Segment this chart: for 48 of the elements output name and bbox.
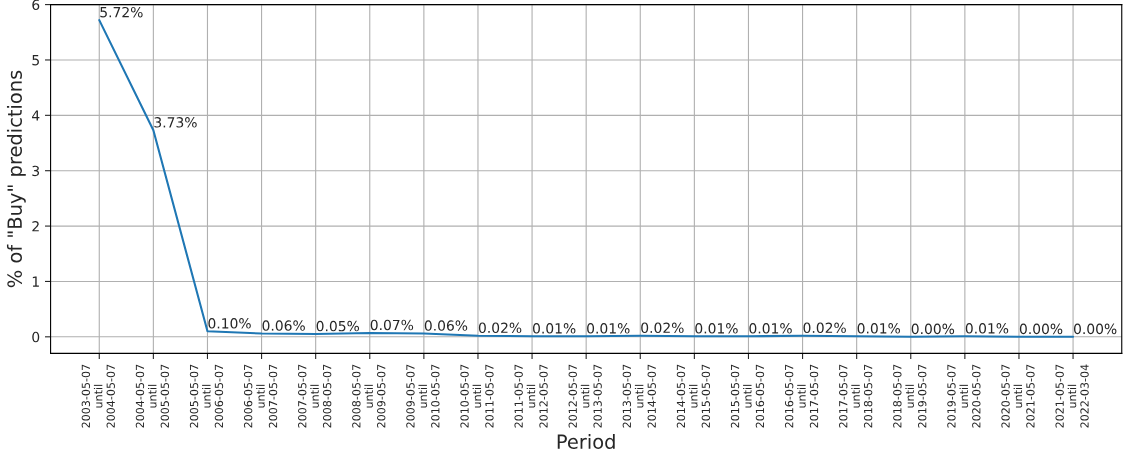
x-tick-label: 2008-05-07 until 2009-05-07: [352, 364, 386, 428]
x-tick-label: 2020-05-07 until 2021-05-07: [1001, 364, 1035, 428]
x-tick-label: 2019-05-07 until 2020-05-07: [947, 364, 981, 428]
x-tick-label: 2013-05-07 until 2014-05-07: [622, 364, 656, 428]
data-label: 0.01%: [532, 323, 576, 334]
data-label: 0.00%: [911, 323, 955, 335]
y-tick-label: 0: [32, 331, 40, 343]
data-label: 0.06%: [424, 320, 468, 331]
data-label: 3.73%: [154, 117, 197, 128]
y-tick-label: 4: [32, 110, 40, 121]
x-tick-label: 2012-05-07 until 2013-05-07: [568, 364, 602, 428]
x-axis-title: Period: [557, 433, 615, 450]
x-tick-label: 2015-05-07 until 2016-05-07: [730, 364, 765, 428]
data-label: 0.01%: [965, 323, 1009, 334]
y-tick-label: 3: [32, 165, 40, 177]
data-label: 0.01%: [695, 323, 738, 334]
x-tick-label: 2018-05-07 until 2019-05-07: [893, 364, 927, 428]
x-tick-label: 2004-05-07 until 2005-05-07: [135, 364, 170, 428]
data-label: 0.00%: [1073, 323, 1117, 335]
y-tick-label: 1: [32, 276, 39, 287]
data-label: 0.05%: [316, 320, 360, 332]
y-axis-title: % of "Buy" predictions: [6, 70, 26, 288]
data-label: 0.02%: [641, 322, 684, 334]
data-label: 0.02%: [478, 322, 522, 334]
data-label: 0.01%: [857, 323, 901, 334]
data-label: 0.01%: [749, 323, 792, 334]
data-label: 0.01%: [587, 323, 630, 334]
x-tick-label: 2009-05-07 until 2010-05-07: [406, 364, 440, 428]
data-label: 0.10%: [208, 318, 251, 329]
data-label: 0.00%: [1019, 323, 1063, 335]
x-tick-label: 2003-05-07 until 2004-05-07: [81, 364, 115, 428]
data-label: 0.07%: [370, 319, 414, 331]
x-tick-label: 2006-05-07 until 2007-05-07: [243, 364, 278, 428]
line-series: [98, 19, 1075, 338]
x-tick-label: 2016-05-07 until 2017-05-07: [784, 364, 819, 428]
x-tick-label: 2017-05-07 until 2018-05-07: [839, 364, 873, 428]
x-tick-label: 2014-05-07 until 2015-05-07: [676, 364, 711, 428]
data-label: 5.72%: [100, 6, 143, 18]
x-tick-label: 2007-05-07 until 2008-05-07: [298, 364, 332, 428]
data-label: 0.02%: [803, 322, 846, 334]
x-tick-label: 2021-05-07 until 2022-03-04: [1055, 364, 1089, 428]
y-tick-label: 2: [32, 221, 39, 232]
x-tick-label: 2011-05-07 until 2012-05-07: [514, 364, 548, 428]
x-tick-label: 2005-05-07 until 2006-05-07: [189, 364, 224, 428]
x-tick-label: 2010-05-07 until 2011-05-07: [460, 364, 494, 428]
y-tick-label: 6: [32, 0, 40, 11]
data-label: 0.06%: [262, 320, 305, 331]
y-tick-label: 5: [32, 55, 39, 66]
